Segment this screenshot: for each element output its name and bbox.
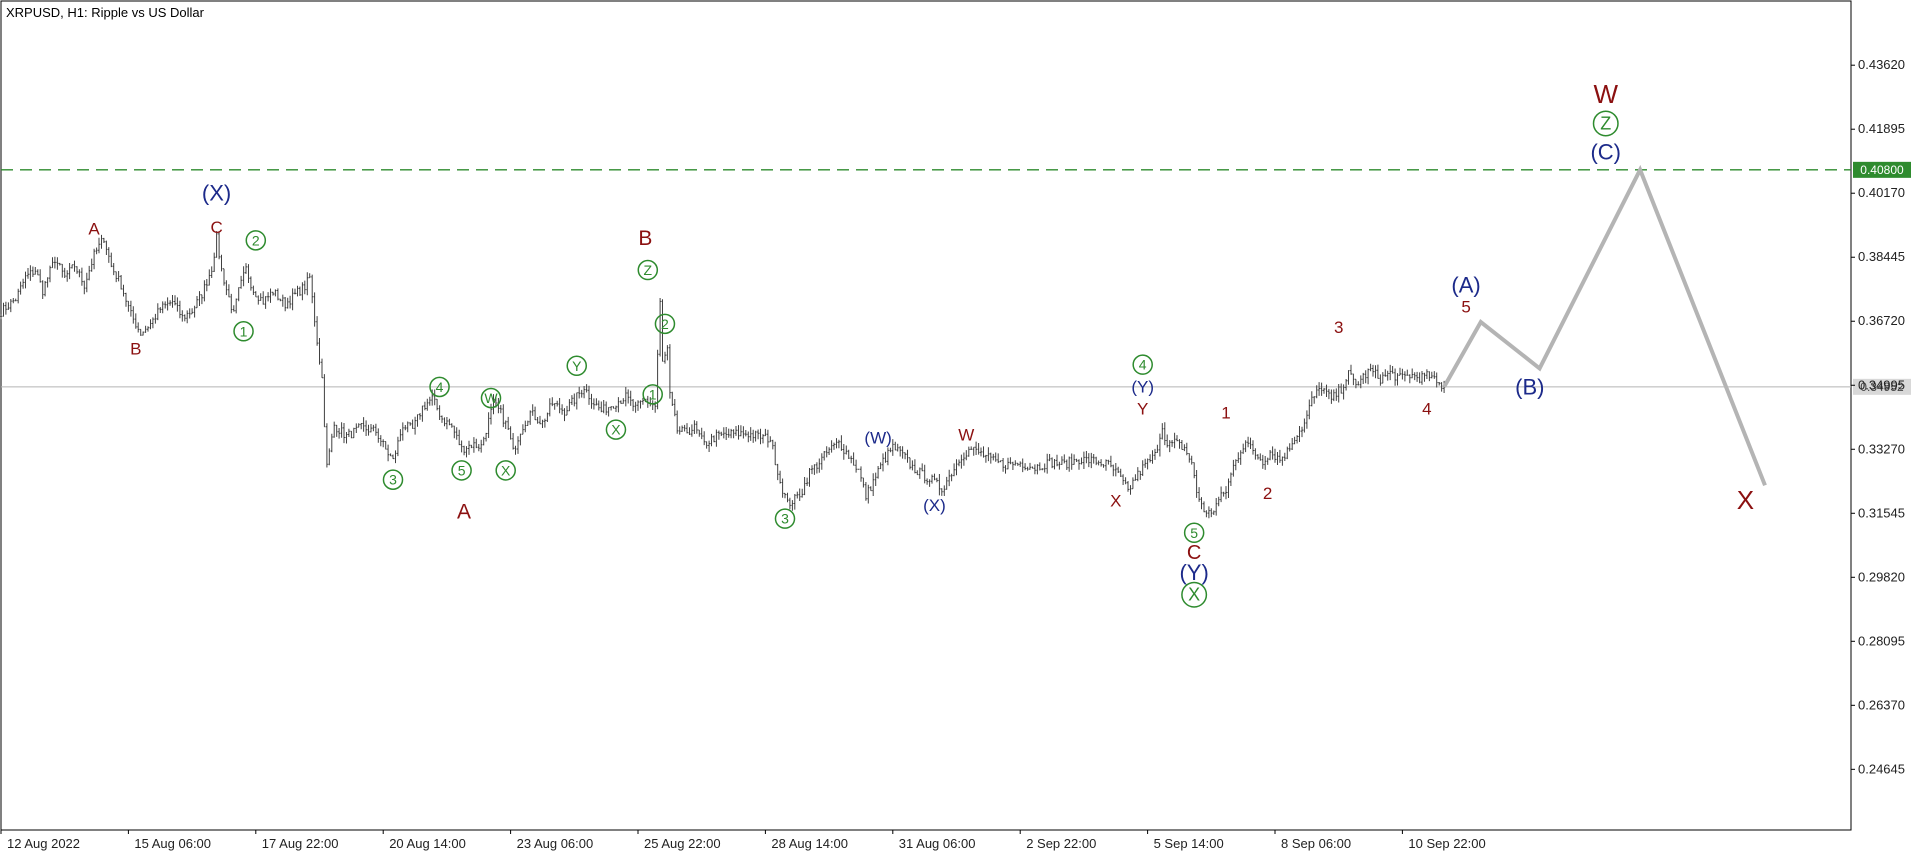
wave-label: 2 (1263, 484, 1272, 503)
y-tick-label: 0.41895 (1858, 121, 1905, 136)
x-tick-label: 5 Sep 14:00 (1154, 836, 1224, 851)
wave-label: Y (572, 358, 582, 374)
y-tick-label: 0.33270 (1858, 441, 1905, 456)
wave-label-circle (637, 259, 659, 281)
wave-label: 1 (240, 323, 248, 339)
current-price-value: 0.34952 (1860, 380, 1904, 394)
wave-label: Z (644, 262, 653, 278)
x-tick-label: 15 Aug 06:00 (134, 836, 211, 851)
x-tick-label: 23 Aug 06:00 (517, 836, 594, 851)
wave-label: W (1593, 79, 1618, 109)
y-tick-label: 0.26370 (1858, 697, 1905, 712)
x-tick-label: 2 Sep 22:00 (1026, 836, 1096, 851)
x-tick-label: 25 Aug 22:00 (644, 836, 721, 851)
wave-label-circle (774, 508, 796, 529)
wave-label: X (501, 462, 511, 478)
x-tick-label: 31 Aug 06:00 (899, 836, 976, 851)
price-series (0, 231, 1446, 519)
wave-label-circle (1132, 354, 1153, 375)
wave-label: X (1188, 585, 1200, 605)
wave-label: W (958, 426, 974, 445)
target-level-value: 0.40800 (1860, 163, 1904, 177)
y-tick-label: 0.28095 (1858, 633, 1905, 648)
wave-label: X (1110, 491, 1121, 510)
wave-label: (B) (1515, 374, 1544, 399)
wave-label: 5 (1461, 298, 1470, 317)
wave-label: (C) (1590, 140, 1621, 165)
wave-label: 4 (1139, 357, 1147, 373)
plot-frame (0, 0, 1852, 831)
wave-label: Y (1137, 400, 1148, 419)
wave-label: X (1737, 485, 1754, 515)
wave-label: (Y) (1131, 377, 1154, 396)
y-tick-label: 0.24645 (1858, 761, 1905, 776)
wave-label: 1 (649, 386, 657, 402)
current-price-group: 0.34952 (1, 378, 1911, 395)
y-tick-label: 0.40170 (1858, 185, 1905, 200)
y-tick-label: 0.31545 (1858, 505, 1905, 520)
wave-label-circle (605, 419, 627, 440)
price-bars (0, 231, 1446, 519)
wave-label-circle (382, 469, 404, 490)
y-tick-label: 0.36720 (1858, 313, 1905, 328)
wave-label: C (1187, 542, 1201, 564)
x-tick-label: 28 Aug 14:00 (771, 836, 848, 851)
wave-label-circle (1181, 581, 1208, 608)
wave-label: 3 (389, 472, 397, 488)
wave-label: W (484, 390, 498, 406)
chart-title: XRPUSD, H1: Ripple vs US Dollar (6, 5, 205, 20)
wave-label: 5 (1190, 525, 1198, 541)
x-tick-label: 12 Aug 2022 (7, 836, 80, 851)
wave-label: 4 (436, 379, 444, 395)
wave-labels: AB(X)C21345WXAYXBZ213(W)(X)WX4(Y)Y5C(Y)X… (88, 79, 1754, 608)
wave-label: A (457, 500, 471, 523)
x-tick-label: 10 Sep 22:00 (1408, 836, 1485, 851)
wave-label: (W) (864, 428, 891, 447)
wave-label: (Y) (1179, 560, 1208, 585)
wave-label: (A) (1451, 272, 1480, 297)
wave-label-circle (233, 320, 254, 342)
x-tick-label: 17 Aug 22:00 (262, 836, 339, 851)
wave-label: 4 (1422, 400, 1431, 419)
wave-label: X (611, 422, 621, 438)
y-tick-label: 0.38445 (1858, 249, 1905, 264)
forecast-line (1442, 164, 1767, 487)
wave-label: C (210, 218, 222, 237)
wave-label: 5 (458, 462, 466, 478)
wave-label: Z (1600, 113, 1611, 133)
wave-label-circle (1592, 110, 1619, 137)
wave-label-circle (245, 230, 267, 251)
wave-label-circle (495, 460, 516, 481)
wave-label: 3 (1334, 318, 1343, 337)
wave-label: 2 (661, 316, 669, 332)
target-level-group: 0.40800 (1, 161, 1911, 178)
wave-label-circle (642, 384, 663, 405)
wave-label-circle (451, 460, 472, 481)
y-tick-label: 0.43620 (1858, 57, 1905, 72)
y-tick-label: 0.34995 (1858, 377, 1905, 392)
wave-label: B (130, 340, 141, 359)
forecast-path (1442, 164, 1767, 487)
wave-label: B (638, 227, 652, 250)
x-axis: 12 Aug 2022 15 Aug 06:00 17 Aug 22:00 20 Au… (0, 830, 1486, 851)
wave-label: A (88, 220, 100, 239)
wave-label: (X) (923, 496, 946, 515)
x-tick-label: 20 Aug 14:00 (389, 836, 466, 851)
wave-label-circle (480, 387, 502, 409)
wave-label-circle (566, 355, 588, 377)
wave-label: 2 (252, 232, 260, 248)
wave-label-circle (429, 376, 450, 398)
wave-label: 3 (781, 511, 789, 527)
y-tick-label: 0.29820 (1858, 569, 1905, 584)
x-tick-label: 8 Sep 06:00 (1281, 836, 1351, 851)
wave-label-circle (1183, 522, 1205, 544)
current-price-box (1853, 378, 1911, 395)
wave-label: (X) (202, 180, 231, 205)
y-axis: 0.43620 0.41895 0.40170 0.38445 0.36720 0.349… (1851, 57, 1905, 776)
wave-label: 1 (1221, 403, 1230, 422)
target-level-box (1853, 161, 1911, 178)
wave-label-circle (654, 313, 676, 335)
